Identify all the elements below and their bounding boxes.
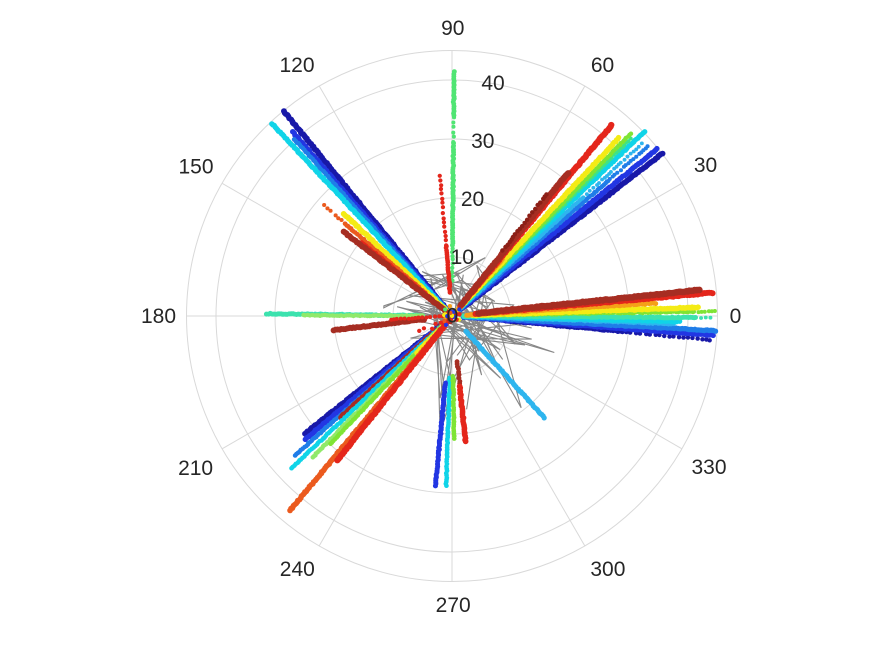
- svg-text:20: 20: [461, 188, 484, 211]
- svg-text:210: 210: [178, 457, 213, 480]
- svg-text:30: 30: [471, 130, 494, 153]
- svg-text:150: 150: [178, 156, 213, 179]
- svg-text:40: 40: [481, 72, 504, 95]
- svg-text:300: 300: [590, 558, 625, 581]
- svg-text:30: 30: [694, 154, 717, 177]
- svg-text:0: 0: [446, 304, 458, 327]
- svg-text:60: 60: [591, 54, 614, 77]
- svg-text:180: 180: [141, 305, 176, 328]
- svg-text:330: 330: [691, 456, 726, 479]
- svg-text:90: 90: [441, 17, 464, 40]
- svg-text:120: 120: [279, 54, 314, 77]
- svg-text:240: 240: [280, 558, 315, 581]
- svg-text:0: 0: [730, 305, 742, 328]
- svg-text:10: 10: [451, 246, 474, 269]
- svg-text:270: 270: [436, 594, 471, 617]
